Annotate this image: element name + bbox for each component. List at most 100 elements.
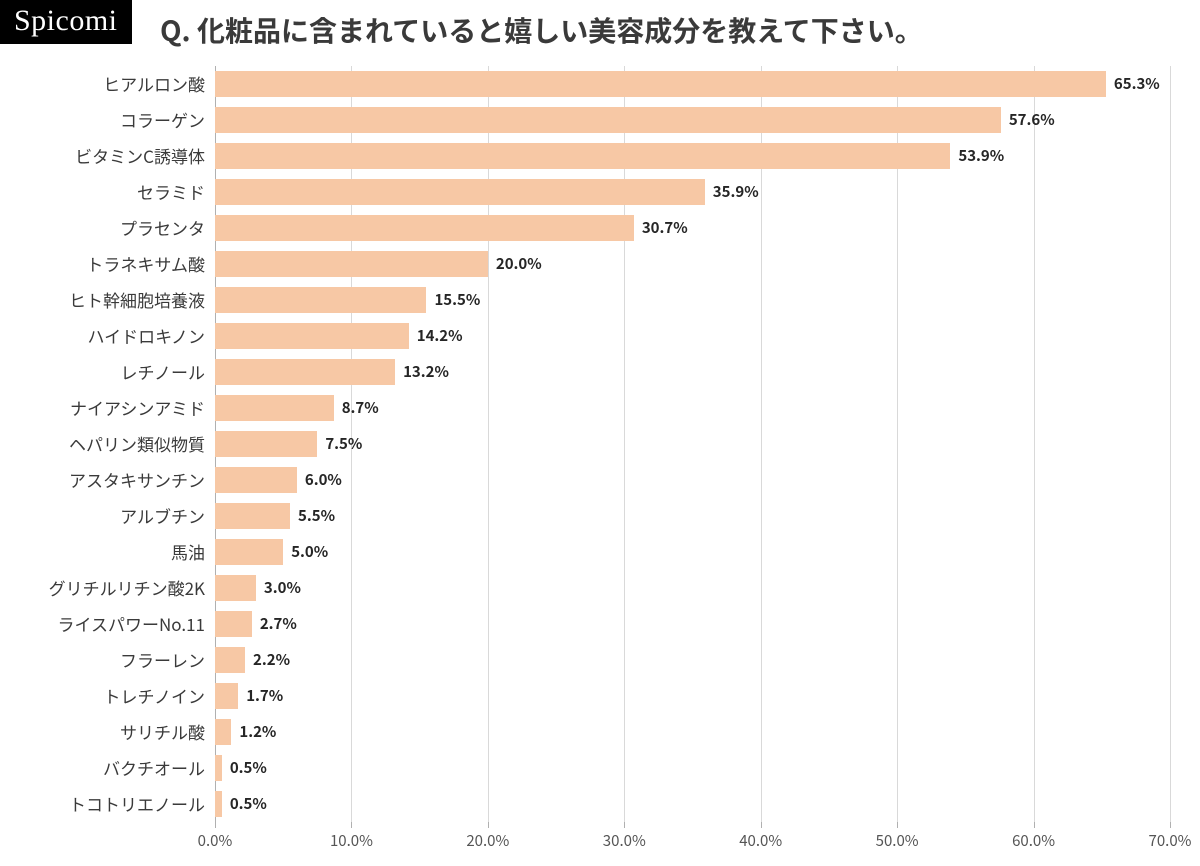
bar-row: 0.5% xyxy=(215,750,1170,786)
bar-value-label: 5.5% xyxy=(298,498,335,534)
bar xyxy=(215,143,950,169)
bar-value-label: 14.2% xyxy=(417,318,463,354)
bar xyxy=(215,287,426,313)
bar xyxy=(215,215,634,241)
chart-page: Spicomi Q. 化粧品に含まれていると嬉しい美容成分を教えて下さい。 ヒア… xyxy=(0,0,1200,866)
bar xyxy=(215,791,222,817)
bar-value-label: 53.9% xyxy=(958,138,1004,174)
x-tick xyxy=(1170,822,1171,828)
bar-value-label: 8.7% xyxy=(342,390,379,426)
bar-row: 20.0% xyxy=(215,246,1170,282)
bar xyxy=(215,611,252,637)
y-label-column: ヒアルロン酸コラーゲンビタミンC誘導体セラミドプラセンタトラネキサム酸ヒト幹細胞… xyxy=(0,66,215,856)
y-category-label: ナイアシンアミド xyxy=(0,390,205,426)
x-tick xyxy=(624,822,625,828)
x-tick-label: 60.0% xyxy=(1012,830,1055,851)
y-category-label: 馬油 xyxy=(0,534,205,570)
bar xyxy=(215,251,488,277)
bar-row: 3.0% xyxy=(215,570,1170,606)
y-category-label: サリチル酸 xyxy=(0,714,205,750)
x-tick-label: 30.0% xyxy=(603,830,646,851)
bar-value-label: 15.5% xyxy=(434,282,480,318)
y-category-label: アルブチン xyxy=(0,498,205,534)
bar-value-label: 1.7% xyxy=(246,678,283,714)
bar-row: 65.3% xyxy=(215,66,1170,102)
bar-value-label: 65.3% xyxy=(1114,66,1160,102)
bar-value-label: 1.2% xyxy=(239,714,276,750)
x-tick xyxy=(897,822,898,828)
y-category-label: セラミド xyxy=(0,174,205,210)
chart-title: Q. 化粧品に含まれていると嬉しい美容成分を教えて下さい。 xyxy=(160,10,923,50)
bar-row: 2.7% xyxy=(215,606,1170,642)
y-category-label: トレチノイン xyxy=(0,678,205,714)
bar xyxy=(215,647,245,673)
bar-row: 53.9% xyxy=(215,138,1170,174)
bar xyxy=(215,431,317,457)
bar xyxy=(215,395,334,421)
bar xyxy=(215,107,1001,133)
plot-area: ヒアルロン酸コラーゲンビタミンC誘導体セラミドプラセンタトラネキサム酸ヒト幹細胞… xyxy=(0,66,1200,856)
bar-value-label: 2.7% xyxy=(260,606,297,642)
x-tick xyxy=(761,822,762,828)
y-category-label: バクチオール xyxy=(0,750,205,786)
bar-row: 5.5% xyxy=(215,498,1170,534)
bar-row: 30.7% xyxy=(215,210,1170,246)
y-category-label: プラセンタ xyxy=(0,210,205,246)
bar-row: 14.2% xyxy=(215,318,1170,354)
x-tick xyxy=(488,822,489,828)
bar-row: 15.5% xyxy=(215,282,1170,318)
bars-axis-column: 65.3%57.6%53.9%35.9%30.7%20.0%15.5%14.2%… xyxy=(215,66,1170,856)
bar xyxy=(215,71,1106,97)
bar-value-label: 2.2% xyxy=(253,642,290,678)
y-category-label: ヘパリン類似物質 xyxy=(0,426,205,462)
y-category-label: トラネキサム酸 xyxy=(0,246,205,282)
bar xyxy=(215,503,290,529)
bar-row: 35.9% xyxy=(215,174,1170,210)
bar xyxy=(215,575,256,601)
bar-row: 57.6% xyxy=(215,102,1170,138)
bar-value-label: 6.0% xyxy=(305,462,342,498)
bar-value-label: 0.5% xyxy=(230,750,267,786)
y-category-label: フラーレン xyxy=(0,642,205,678)
bar-value-label: 0.5% xyxy=(230,786,267,822)
bar-row: 8.7% xyxy=(215,390,1170,426)
bar xyxy=(215,323,409,349)
bar-row: 1.7% xyxy=(215,678,1170,714)
y-category-label: ライスパワーNo.11 xyxy=(0,606,205,642)
bar xyxy=(215,683,238,709)
bar-value-label: 20.0% xyxy=(496,246,542,282)
bar-row: 13.2% xyxy=(215,354,1170,390)
bar-row: 5.0% xyxy=(215,534,1170,570)
chart-title-prefix: Q. xyxy=(160,10,197,50)
y-category-label: アスタキサンチン xyxy=(0,462,205,498)
bar xyxy=(215,359,395,385)
y-category-label: ハイドロキノン xyxy=(0,318,205,354)
bar-value-label: 57.6% xyxy=(1009,102,1055,138)
x-tick-label: 70.0% xyxy=(1149,830,1192,851)
y-category-label: トコトリエノール xyxy=(0,786,205,822)
x-tick-label: 50.0% xyxy=(876,830,919,851)
y-category-label: レチノール xyxy=(0,354,205,390)
bar xyxy=(215,539,283,565)
x-tick xyxy=(1034,822,1035,828)
x-tick xyxy=(351,822,352,828)
x-gridline xyxy=(1170,66,1171,822)
bar-row: 6.0% xyxy=(215,462,1170,498)
bar-row: 0.5% xyxy=(215,786,1170,822)
bar-row: 7.5% xyxy=(215,426,1170,462)
bar xyxy=(215,179,705,205)
x-tick-label: 20.0% xyxy=(466,830,509,851)
x-tick-label: 10.0% xyxy=(330,830,373,851)
x-tick-label: 40.0% xyxy=(739,830,782,851)
y-category-label: コラーゲン xyxy=(0,102,205,138)
bar xyxy=(215,467,297,493)
y-category-label: グリチルリチン酸2K xyxy=(0,570,205,606)
y-category-label: ヒアルロン酸 xyxy=(0,66,205,102)
bar-row: 2.2% xyxy=(215,642,1170,678)
bar-value-label: 5.0% xyxy=(291,534,328,570)
y-category-label: ビタミンC誘導体 xyxy=(0,138,205,174)
chart-title-text: 化粧品に含まれていると嬉しい美容成分を教えて下さい。 xyxy=(197,10,923,50)
x-tick xyxy=(215,822,216,828)
y-category-label: ヒト幹細胞培養液 xyxy=(0,282,205,318)
x-tick-label: 0.0% xyxy=(198,830,233,851)
